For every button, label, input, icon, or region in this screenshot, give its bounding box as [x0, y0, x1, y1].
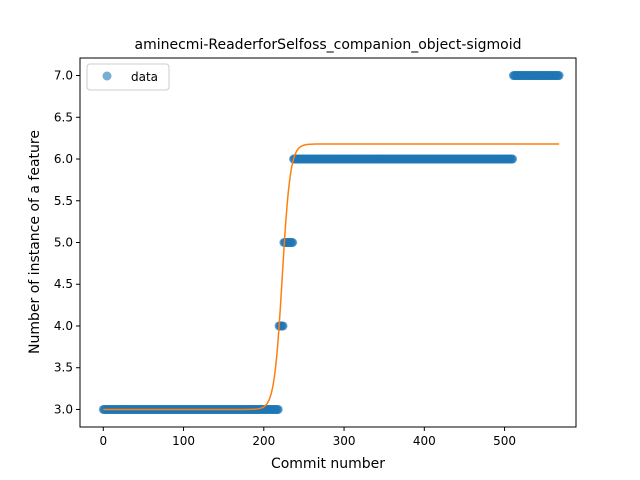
- legend-box: [86, 63, 170, 91]
- y-tick-label: 3.5: [54, 361, 73, 375]
- legend: data: [86, 63, 170, 91]
- data-point: [278, 321, 288, 331]
- y-tick-label: 3.0: [54, 402, 73, 416]
- data-point: [554, 71, 564, 81]
- y-tick-label: 7.0: [54, 69, 73, 83]
- y-tick-label: 6.0: [54, 152, 73, 166]
- data-point: [508, 154, 518, 164]
- legend-marker-data: [102, 71, 112, 81]
- fit-line: [103, 143, 560, 411]
- y-tick-label: 4.5: [54, 277, 73, 291]
- y-tick-label: 5.0: [54, 236, 73, 250]
- y-tick-label: 4.0: [54, 319, 73, 333]
- x-tick-label: 400: [413, 434, 436, 448]
- x-tick-label: 100: [172, 434, 195, 448]
- x-tick-label: 200: [252, 434, 275, 448]
- x-tick-label: 300: [333, 434, 356, 448]
- x-axis-title: Commit number: [271, 456, 385, 472]
- x-tick-label: 0: [99, 434, 107, 448]
- x-tick-label: 500: [493, 434, 516, 448]
- data-point: [273, 404, 283, 414]
- y-tick-label: 6.5: [54, 110, 73, 124]
- data-point: [288, 238, 298, 247]
- axis-ticks: 0 100 200 300 400 500 3.0 3.5 4.0 4.5 5.0 5.5 6.0 6.5…: [54, 69, 516, 448]
- legend-label-data: data: [131, 70, 158, 84]
- plot-area: [98, 71, 564, 414]
- chart-title: aminecmi-ReaderforSelfoss_companion_obje…: [135, 37, 522, 53]
- y-tick-label: 5.5: [54, 194, 73, 208]
- y-axis-title: Number of instance of a feature: [27, 130, 43, 354]
